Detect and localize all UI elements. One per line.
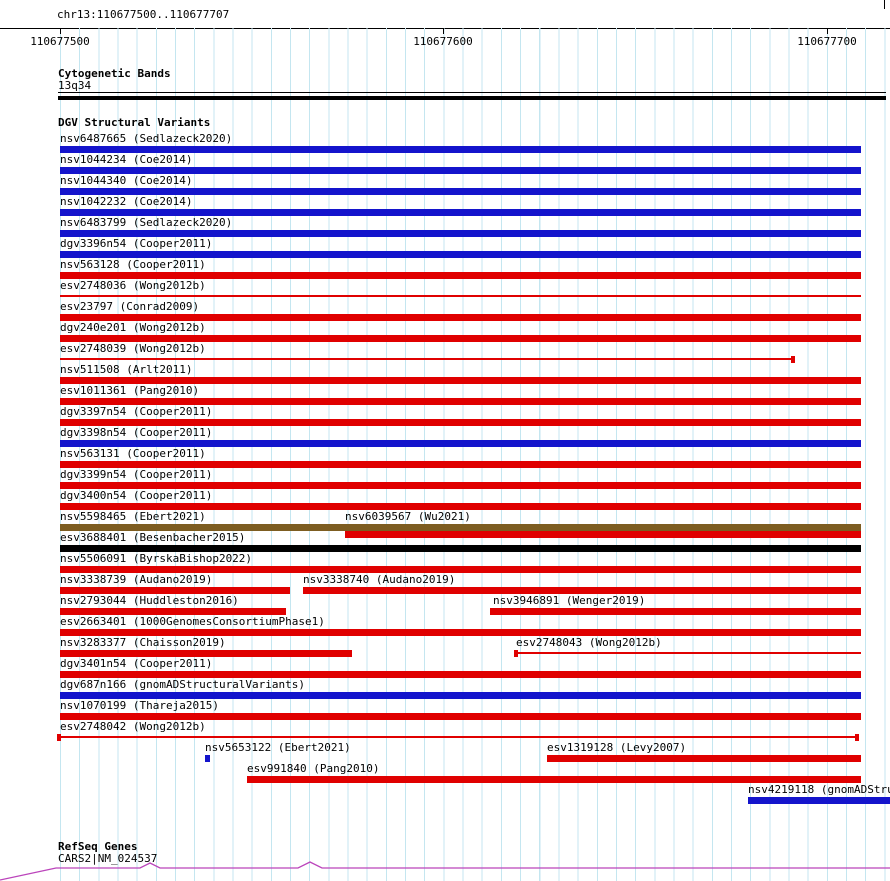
cytoband-outline <box>58 92 886 93</box>
variant-label-nsv5653122[interactable]: nsv5653122 (Ebert2021) <box>205 741 351 754</box>
variant-bar-nsv1042232[interactable] <box>60 209 861 216</box>
variant-bar-esv2748042[interactable] <box>61 736 855 738</box>
variant-label-nsv1044234[interactable]: nsv1044234 (Coe2014) <box>60 153 193 166</box>
variant-bar-nsv5506091[interactable] <box>60 566 861 573</box>
variant-bar-nsv4219118[interactable] <box>748 797 890 804</box>
variant-bar-esv2748039[interactable] <box>60 358 793 360</box>
variant-label-esv2748043[interactable]: esv2748043 (Wong2012b) <box>516 636 662 649</box>
variant-label-dgv3401n54[interactable]: dgv3401n54 (Cooper2011) <box>60 657 213 670</box>
cursor-mark <box>884 0 885 9</box>
variant-label-nsv2793044[interactable]: nsv2793044 (Huddleston2016) <box>60 594 239 607</box>
variant-label-nsv3946891[interactable]: nsv3946891 (Wenger2019) <box>493 594 646 607</box>
ruler-tick <box>827 28 828 34</box>
variant-label-nsv1042232[interactable]: nsv1042232 (Coe2014) <box>60 195 193 208</box>
variant-bar-nsv1070199[interactable] <box>60 713 861 720</box>
variant-label-nsv511508[interactable]: nsv511508 (Arlt2011) <box>60 363 193 376</box>
variant-bar-dgv3397n54[interactable] <box>60 419 861 426</box>
cytoband-bar[interactable] <box>58 96 886 100</box>
variant-bar-nsv1044340[interactable] <box>60 188 861 195</box>
variant-bar-esv1011361[interactable] <box>60 398 861 405</box>
variant-label-dgv687n166[interactable]: dgv687n166 (gnomADStructuralVariants) <box>60 678 306 691</box>
variant-bar-nsv2793044[interactable] <box>60 608 286 615</box>
location-display[interactable]: chr13:110677500..110677707 <box>57 8 230 21</box>
variant-bar-dgv3398n54[interactable] <box>60 440 861 447</box>
variant-bar-dgv3396n54[interactable] <box>60 251 861 258</box>
variant-bar-nsv3338740[interactable] <box>303 587 861 594</box>
variant-label-nsv6483799[interactable]: nsv6483799 (Sedlazeck2020) <box>60 216 233 229</box>
variant-label-nsv6039567[interactable]: nsv6039567 (Wu2021) <box>345 510 471 523</box>
variant-label-esv23797[interactable]: esv23797 (Conrad2009) <box>60 300 200 313</box>
dgv-track-title: DGV Structural Variants <box>58 116 211 129</box>
variant-bar-dgv3399n54[interactable] <box>60 482 861 489</box>
cytoband-label: 13q34 <box>58 79 92 92</box>
variant-bar-esv2663401[interactable] <box>60 629 861 636</box>
variant-label-esv2663401[interactable]: esv2663401 (1000GenomesConsortiumPhase1) <box>60 615 325 628</box>
gene-path[interactable] <box>0 861 890 881</box>
variant-bar-nsv6487665[interactable] <box>60 146 861 153</box>
variant-label-dgv240e201[interactable]: dgv240e201 (Wong2012b) <box>60 321 206 334</box>
variant-label-dgv3397n54[interactable]: dgv3397n54 (Cooper2011) <box>60 405 213 418</box>
variant-label-esv2748039[interactable]: esv2748039 (Wong2012b) <box>60 342 206 355</box>
variant-bar-nsv6039567[interactable] <box>345 531 861 538</box>
variant-bar-nsv563131[interactable] <box>60 461 861 468</box>
variant-bar-dgv687n166[interactable] <box>60 692 861 699</box>
variant-label-dgv3398n54[interactable]: dgv3398n54 (Cooper2011) <box>60 426 213 439</box>
gene-label[interactable]: CARS2|NM_024537 <box>58 852 158 865</box>
variant-bar-nsv6483799[interactable] <box>60 230 861 237</box>
variant-bar-dgv3401n54[interactable] <box>60 671 861 678</box>
ruler-coordinate-label: 110677500 <box>30 35 90 48</box>
variant-bar-esv2748043[interactable] <box>518 652 861 654</box>
variant-bar-nsv563128[interactable] <box>60 272 861 279</box>
variant-label-nsv4219118[interactable]: nsv4219118 (gnomADStruct <box>748 783 890 796</box>
variant-bar-esv2748036[interactable] <box>60 295 861 297</box>
variant-bar-nsv5598465[interactable] <box>60 524 861 531</box>
variant-bar-esv2748043[interactable] <box>514 650 518 657</box>
variant-label-esv991840[interactable]: esv991840 (Pang2010) <box>247 762 380 775</box>
variant-label-nsv1070199[interactable]: nsv1070199 (Thareja2015) <box>60 699 219 712</box>
variant-label-nsv5506091[interactable]: nsv5506091 (ByrskaBishop2022) <box>60 552 253 565</box>
ruler-tick <box>60 28 61 34</box>
variant-label-nsv563131[interactable]: nsv563131 (Cooper2011) <box>60 447 206 460</box>
variant-label-nsv6487665[interactable]: nsv6487665 (Sedlazeck2020) <box>60 132 233 145</box>
variant-bar-nsv1044234[interactable] <box>60 167 861 174</box>
variant-bar-esv991840[interactable] <box>247 776 861 783</box>
variant-bar-nsv5653122[interactable] <box>205 755 210 762</box>
variant-bar-nsv3283377[interactable] <box>60 650 352 657</box>
ruler-coordinate-label: 110677600 <box>413 35 473 48</box>
ruler-tick <box>443 28 444 34</box>
variant-bar-esv3688401[interactable] <box>60 545 861 552</box>
variant-bar-nsv511508[interactable] <box>60 377 861 384</box>
variant-label-esv1319128[interactable]: esv1319128 (Levy2007) <box>547 741 687 754</box>
cytobands-track-title: Cytogenetic Bands <box>58 67 171 80</box>
variant-bar-nsv3338739[interactable] <box>60 587 290 594</box>
variant-label-dgv3396n54[interactable]: dgv3396n54 (Cooper2011) <box>60 237 213 250</box>
variant-label-esv3688401[interactable]: esv3688401 (Besenbacher2015) <box>60 531 246 544</box>
variant-bar-esv23797[interactable] <box>60 314 861 321</box>
variant-label-nsv1044340[interactable]: nsv1044340 (Coe2014) <box>60 174 193 187</box>
variant-label-nsv3338739[interactable]: nsv3338739 (Audano2019) <box>60 573 213 586</box>
variant-bar-esv2748042[interactable] <box>57 734 61 741</box>
variant-bar-esv2748042[interactable] <box>855 734 859 741</box>
variant-label-nsv3338740[interactable]: nsv3338740 (Audano2019) <box>303 573 456 586</box>
variant-label-nsv3283377[interactable]: nsv3283377 (Chaisson2019) <box>60 636 226 649</box>
variant-label-esv2748036[interactable]: esv2748036 (Wong2012b) <box>60 279 206 292</box>
variant-label-dgv3400n54[interactable]: dgv3400n54 (Cooper2011) <box>60 489 213 502</box>
variant-label-nsv563128[interactable]: nsv563128 (Cooper2011) <box>60 258 206 271</box>
variant-label-nsv5598465[interactable]: nsv5598465 (Ebert2021) <box>60 510 206 523</box>
variant-bar-nsv3946891[interactable] <box>490 608 861 615</box>
variant-bar-esv1319128[interactable] <box>547 755 861 762</box>
variant-label-dgv3399n54[interactable]: dgv3399n54 (Cooper2011) <box>60 468 213 481</box>
variant-bar-dgv3400n54[interactable] <box>60 503 861 510</box>
refseq-track-title: RefSeq Genes <box>58 840 138 853</box>
variant-label-esv2748042[interactable]: esv2748042 (Wong2012b) <box>60 720 206 733</box>
ruler-coordinate-label: 110677700 <box>797 35 857 48</box>
variant-label-esv1011361[interactable]: esv1011361 (Pang2010) <box>60 384 200 397</box>
gene-line[interactable] <box>0 856 890 881</box>
variant-bar-dgv240e201[interactable] <box>60 335 861 342</box>
variant-bar-esv2748039[interactable] <box>791 356 795 363</box>
